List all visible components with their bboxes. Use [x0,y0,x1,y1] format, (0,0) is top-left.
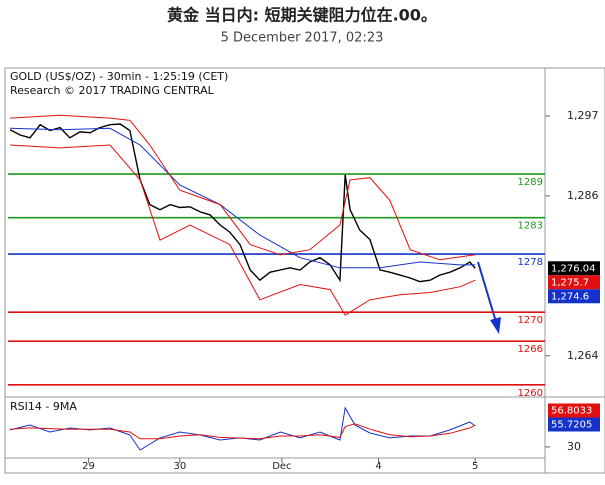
arrow-head [490,317,501,334]
chart-frame [4,67,605,474]
page-title: 黄金 当日内: 短期关键阻力位在.00。 [167,6,437,25]
last-value-label: 1,275.7 [551,277,589,288]
last-value-label: 55.7205 [551,419,592,430]
level-label: 1283 [518,221,543,232]
page-subtitle: 5 December 2017, 02:23 [221,31,384,46]
series-line [10,144,476,316]
series-line [10,127,476,269]
series-line [9,123,476,283]
panel-title: GOLD (US$/OZ) - 30min - 1:25:19 (CET) [10,70,228,83]
last-value-box [548,417,600,432]
series-line [10,423,476,440]
level-label: 1266 [518,344,543,355]
last-value-label: 1,274.6 [551,291,589,302]
y-tick-label: 1,297 [567,109,599,122]
panel-title: RSI14 - 9MA [10,400,77,413]
x-tick-label: 30 [173,461,186,472]
last-value-box [548,403,600,418]
x-tick-label: Dec [272,461,291,472]
x-tick-label: 29 [82,461,95,472]
last-value-box [548,261,600,276]
last-value-box [548,289,600,304]
panel-subtitle: Research © 2017 TRADING CENTRAL [10,84,215,97]
y-tick-label: 1,286 [567,189,599,202]
level-label: 1278 [518,257,543,268]
x-tick-label: 5 [472,461,478,472]
x-tick-label: 4 [375,461,381,472]
level-label: 1260 [518,388,543,399]
y-tick-label: 1,264 [567,349,599,362]
series-line [10,114,476,261]
last-value-box [548,275,600,290]
level-label: 1270 [518,315,543,326]
y-tick-label: 30 [567,440,581,453]
last-value-label: 1,276.04 [551,263,596,274]
last-value-label: 56.8033 [551,405,592,416]
level-label: 1289 [518,177,543,188]
